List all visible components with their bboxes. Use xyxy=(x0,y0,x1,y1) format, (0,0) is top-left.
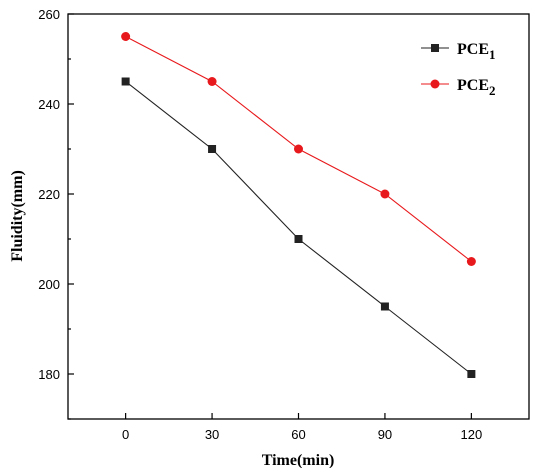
series-layer xyxy=(121,32,476,378)
y-tick-label: 240 xyxy=(38,97,60,112)
legend-series-1-marker xyxy=(431,44,439,52)
series-1-line xyxy=(125,81,472,375)
series-2-point xyxy=(466,257,476,266)
series-1-point xyxy=(294,235,303,243)
series-1-point xyxy=(467,370,476,378)
legend-series-2-marker xyxy=(430,79,440,89)
x-tick-label: 120 xyxy=(461,427,483,442)
y-tick-label: 260 xyxy=(38,7,60,22)
y-tick-label: 200 xyxy=(38,277,60,292)
legend-series-2-label: PCE2 xyxy=(457,77,496,98)
series-1-point xyxy=(121,77,130,86)
x-tick-label: 30 xyxy=(205,427,219,442)
x-tick-label: 60 xyxy=(291,427,305,442)
plot-frame xyxy=(67,13,530,420)
y-tick-label: 220 xyxy=(38,187,60,202)
x-tick-label: 90 xyxy=(378,427,392,442)
series-1-point xyxy=(380,302,389,311)
series-1-point xyxy=(208,145,217,153)
x-tick-label: 0 xyxy=(122,427,129,442)
series-2-point xyxy=(121,32,131,41)
legend-series-1-label: PCE1 xyxy=(457,41,496,62)
series-2-point xyxy=(380,189,390,199)
x-axis-title: Time(min) xyxy=(262,452,335,468)
series-2-point xyxy=(207,77,217,86)
axis-ticks: 0 30 60 90 120 180 200 220 240 260 xyxy=(38,7,482,442)
y-tick-label: 180 xyxy=(38,367,60,382)
y-axis-title: Fluidity(mm) xyxy=(9,170,26,262)
legend: PCE1 PCE2 xyxy=(421,41,496,98)
series-2-point xyxy=(294,144,303,154)
